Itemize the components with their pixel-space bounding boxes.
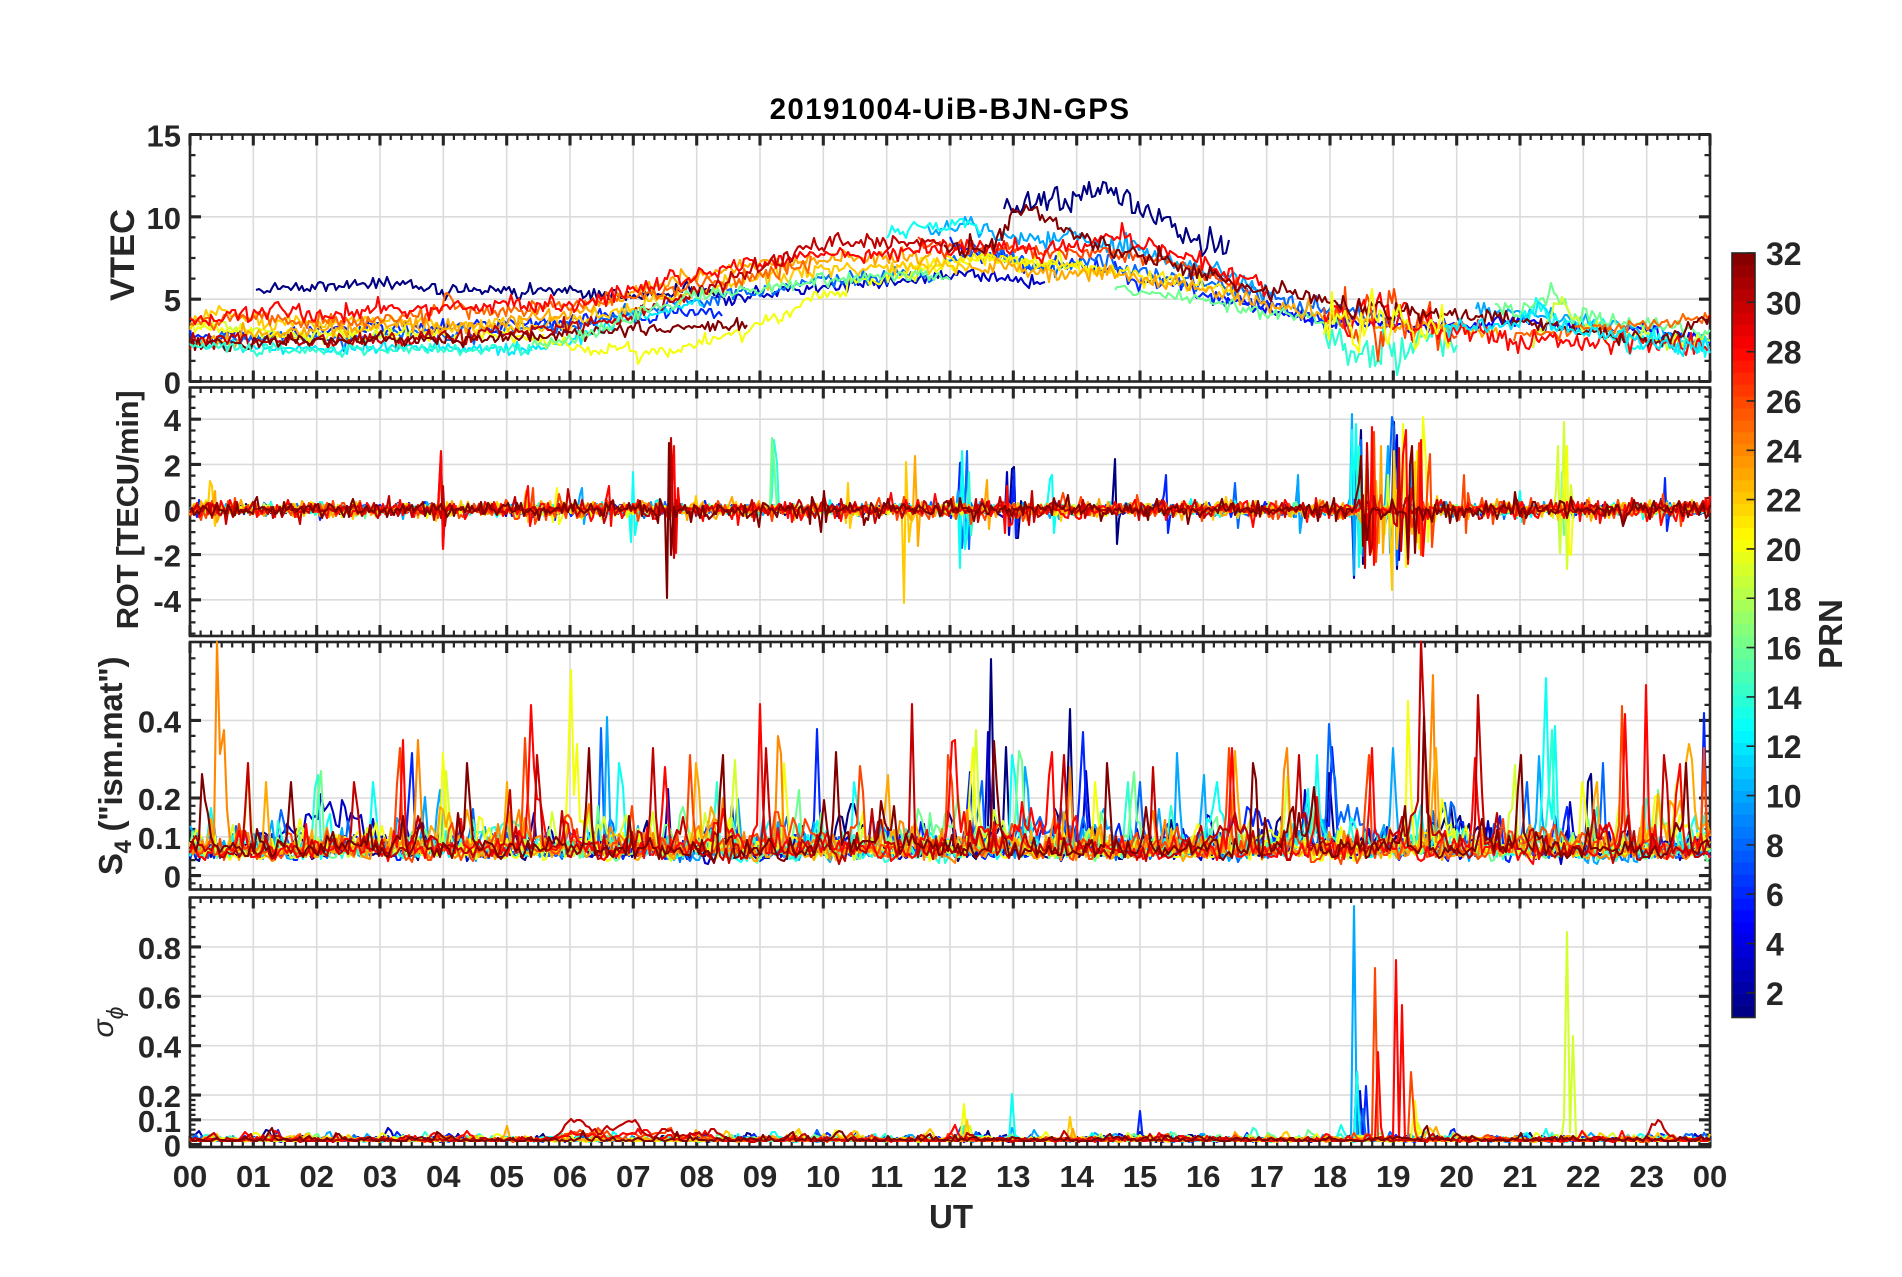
svg-text:00: 00 — [1693, 1159, 1727, 1194]
svg-text:UT: UT — [929, 1198, 973, 1235]
svg-text:0: 0 — [164, 1129, 181, 1164]
svg-text:0: 0 — [164, 366, 181, 401]
svg-text:26: 26 — [1766, 384, 1802, 420]
svg-text:01: 01 — [236, 1159, 270, 1194]
svg-text:0: 0 — [164, 494, 181, 529]
svg-text:-2: -2 — [153, 539, 181, 574]
svg-text:12: 12 — [1766, 729, 1802, 765]
svg-text:4: 4 — [164, 403, 182, 438]
svg-text:6: 6 — [1766, 877, 1784, 913]
svg-text:07: 07 — [616, 1159, 650, 1194]
svg-text:0.4: 0.4 — [138, 1030, 182, 1065]
svg-text:16: 16 — [1766, 631, 1802, 667]
svg-text:18: 18 — [1766, 581, 1802, 617]
svg-text:24: 24 — [1766, 433, 1802, 469]
svg-text:22: 22 — [1766, 483, 1802, 519]
svg-text:4: 4 — [1766, 927, 1784, 963]
svg-text:23: 23 — [1629, 1159, 1663, 1194]
svg-text:30: 30 — [1766, 285, 1802, 321]
svg-text:16: 16 — [1186, 1159, 1220, 1194]
svg-text:8: 8 — [1766, 828, 1784, 864]
svg-text:14: 14 — [1766, 680, 1802, 716]
svg-text:00: 00 — [173, 1159, 207, 1194]
svg-text:20: 20 — [1439, 1159, 1473, 1194]
svg-text:09: 09 — [743, 1159, 777, 1194]
svg-text:PRN: PRN — [1812, 599, 1849, 669]
svg-text:0.1: 0.1 — [138, 1104, 181, 1139]
svg-text:0: 0 — [164, 860, 181, 895]
svg-text:21: 21 — [1503, 1159, 1537, 1194]
svg-text:0.8: 0.8 — [138, 931, 181, 966]
svg-text:19: 19 — [1376, 1159, 1410, 1194]
svg-text:0.6: 0.6 — [138, 980, 181, 1015]
svg-text:10: 10 — [1766, 779, 1802, 815]
svg-text:0.4: 0.4 — [138, 704, 182, 739]
svg-text:28: 28 — [1766, 335, 1802, 371]
svg-text:2: 2 — [164, 448, 181, 483]
svg-text:0.2: 0.2 — [138, 1079, 181, 1114]
svg-text:15: 15 — [147, 119, 181, 154]
svg-text:13: 13 — [996, 1159, 1030, 1194]
svg-text:14: 14 — [1059, 1159, 1094, 1194]
svg-text:0.2: 0.2 — [138, 782, 181, 817]
svg-text:20191004-UiB-BJN-GPS: 20191004-UiB-BJN-GPS — [770, 93, 1131, 126]
svg-text:ROT [TECU/min]: ROT [TECU/min] — [110, 391, 145, 630]
svg-text:08: 08 — [679, 1159, 713, 1194]
svg-text:2: 2 — [1766, 976, 1784, 1012]
svg-text:VTEC: VTEC — [104, 209, 142, 301]
svg-text:11: 11 — [870, 1159, 903, 1194]
svg-text:20: 20 — [1766, 532, 1802, 568]
svg-text:05: 05 — [489, 1159, 523, 1194]
svg-text:10: 10 — [806, 1159, 840, 1194]
svg-text:10: 10 — [147, 201, 181, 236]
svg-text:-4: -4 — [153, 584, 181, 619]
svg-text:18: 18 — [1313, 1159, 1347, 1194]
svg-text:02: 02 — [299, 1159, 333, 1194]
svg-text:5: 5 — [164, 283, 181, 318]
svg-text:03: 03 — [363, 1159, 397, 1194]
svg-text:32: 32 — [1766, 236, 1802, 272]
svg-text:06: 06 — [553, 1159, 587, 1194]
svg-text:22: 22 — [1566, 1159, 1600, 1194]
svg-text:0.1: 0.1 — [138, 821, 181, 856]
svg-text:15: 15 — [1123, 1159, 1157, 1194]
svg-text:12: 12 — [933, 1159, 967, 1194]
svg-text:04: 04 — [426, 1159, 461, 1194]
svg-text:17: 17 — [1249, 1159, 1283, 1194]
